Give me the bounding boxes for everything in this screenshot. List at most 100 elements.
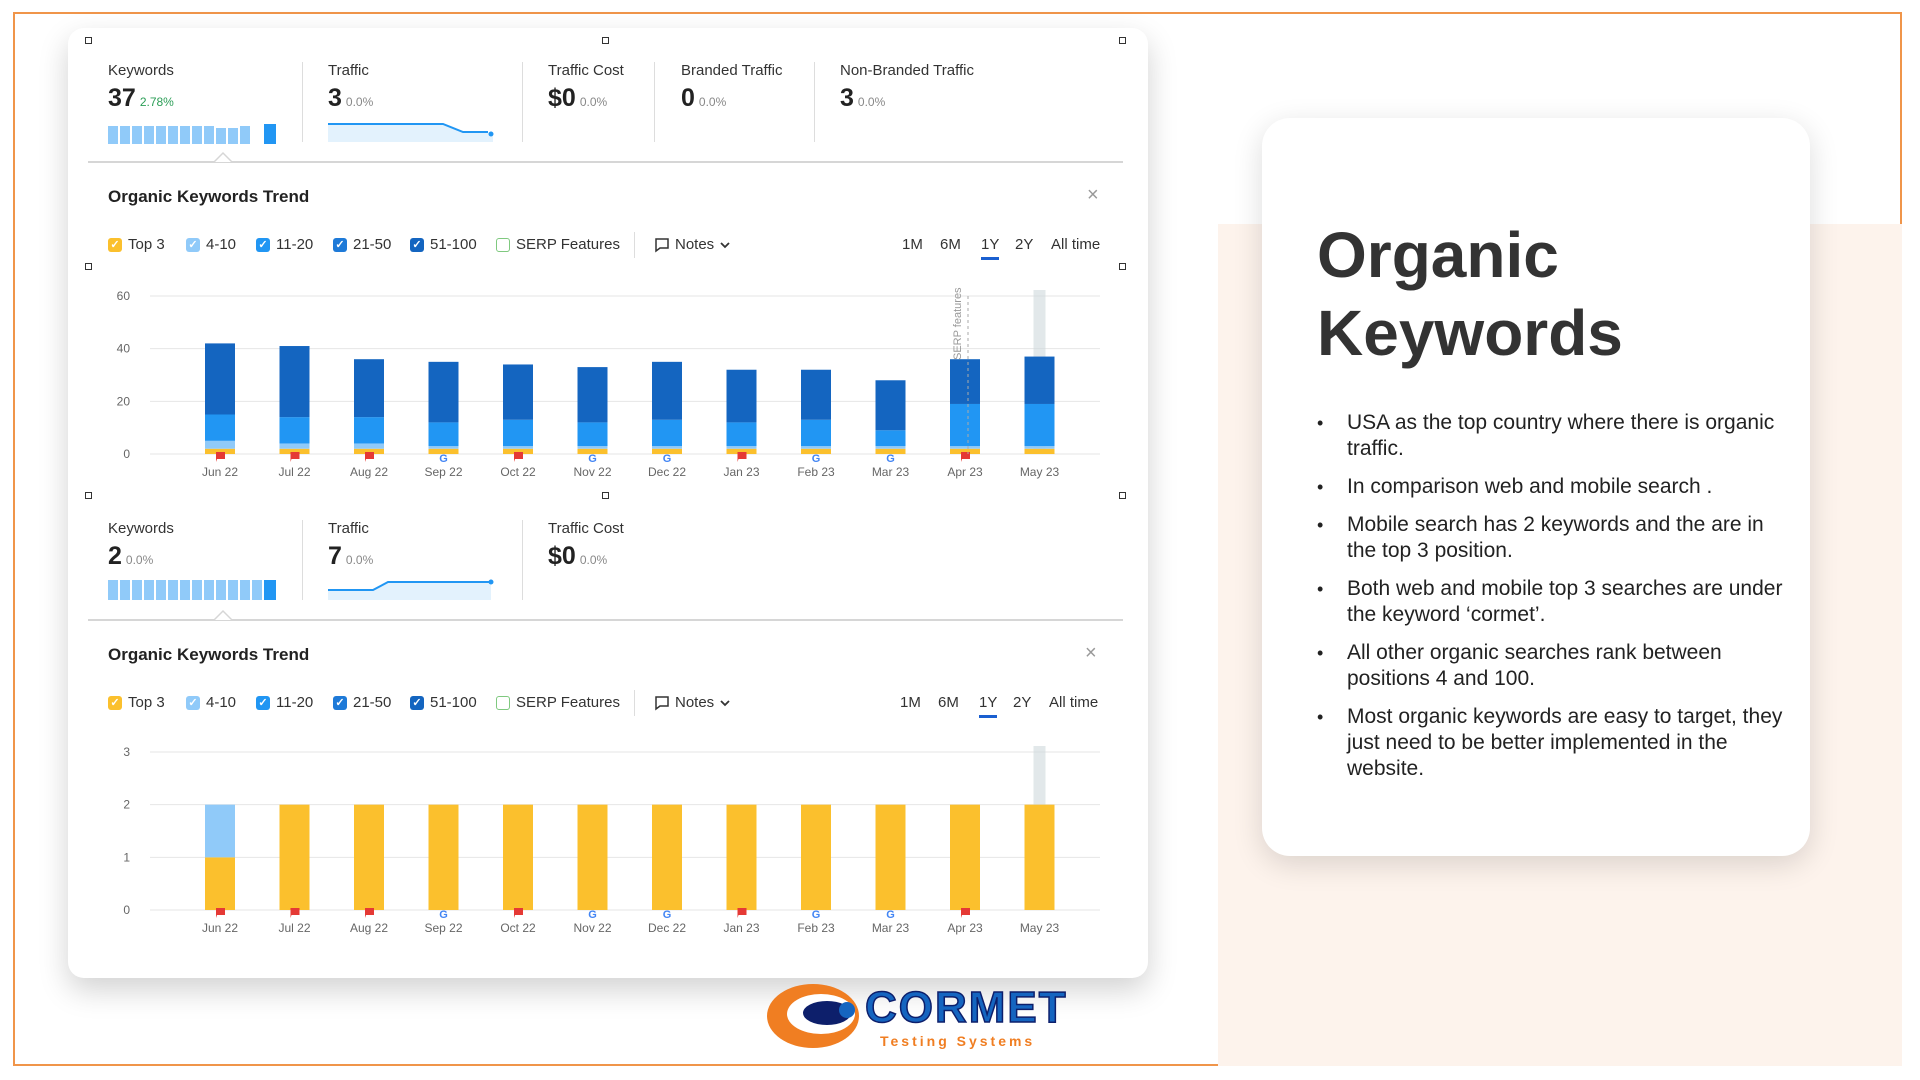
- bar-segment-top-3: [875, 448, 906, 454]
- filter-divider: [634, 690, 635, 716]
- period-1y[interactable]: 1Y: [981, 236, 1000, 260]
- checkbox-checked-icon: ✓: [108, 695, 122, 710]
- bar-segment-51-100: [205, 343, 235, 415]
- cormet-logo: CORMET Testing Systems: [767, 982, 1066, 1049]
- x-tick-label: Nov 22: [573, 921, 611, 935]
- bar-segment-top-3: [354, 448, 384, 454]
- bar-segment-4-10: [205, 440, 235, 449]
- filter-51-100[interactable]: ✓ 51-100: [410, 236, 477, 253]
- bar-segment-top-3: [503, 448, 533, 454]
- bar-segment-51-100: [726, 369, 757, 423]
- period-2y[interactable]: 2Y: [1015, 236, 1034, 253]
- bar-segment-4-10: [652, 446, 682, 449]
- flag-icon: [365, 452, 374, 462]
- filter-4-10[interactable]: ✓ 4-10: [186, 236, 236, 253]
- filter-11-20[interactable]: ✓ 11-20: [256, 694, 313, 711]
- keywords-sparkbars: [108, 580, 276, 600]
- stat-value: 37 2.78%: [108, 84, 174, 112]
- bar-segment-top-3: [577, 804, 608, 910]
- stat-divider: [522, 520, 523, 600]
- stat-label: Keywords: [108, 62, 174, 79]
- filter-4-10[interactable]: ✓ 4-10: [186, 694, 236, 711]
- stat-value: $0 0.0%: [548, 542, 608, 570]
- bar-segment-top-3: [950, 804, 980, 910]
- bar-segment-top-3: [428, 804, 459, 910]
- bar-segment-4-10: [279, 443, 310, 449]
- filter-11-20[interactable]: ✓ 11-20: [256, 236, 313, 253]
- serp-annotation-label: SERP features: [952, 287, 964, 360]
- period-6m[interactable]: 6M: [940, 236, 961, 253]
- bullet-item: Both web and mobile top 3 searches are u…: [1317, 576, 1787, 628]
- x-tick-label: Jan 23: [723, 921, 759, 935]
- bar-segment-4-10: [801, 446, 831, 449]
- stat-label: Traffic: [328, 62, 369, 79]
- period-6m[interactable]: 6M: [938, 694, 959, 711]
- bullet-item: Most organic keywords are easy to target…: [1317, 704, 1787, 782]
- selection-handle[interactable]: [602, 37, 609, 44]
- google-icon: G: [812, 453, 821, 465]
- stat-divider: [522, 62, 523, 142]
- trend-title-2: Organic Keywords Trend: [108, 645, 310, 664]
- stat-divider: [654, 62, 655, 142]
- filter-21-50[interactable]: ✓ 21-50: [333, 236, 391, 253]
- flag-icon: [216, 908, 225, 918]
- bar-segment-51-100: [652, 361, 682, 420]
- bar-segment-11-20: [279, 417, 310, 444]
- bullet-list: USA as the top country where there is or…: [1317, 410, 1787, 794]
- period-1m[interactable]: 1M: [902, 236, 923, 253]
- bar-segment-top-3: [875, 804, 906, 910]
- filter-21-50[interactable]: ✓ 21-50: [333, 694, 391, 711]
- close-icon[interactable]: ×: [1087, 184, 1099, 206]
- bar-segment-11-20: [1024, 403, 1055, 447]
- selection-handle[interactable]: [1119, 37, 1126, 44]
- selection-handle[interactable]: [85, 263, 92, 270]
- selection-handle[interactable]: [1119, 263, 1126, 270]
- bar-segment-top-3: [1024, 804, 1055, 910]
- selection-handle[interactable]: [85, 37, 92, 44]
- x-tick-label: May 23: [1020, 465, 1060, 479]
- bar-segment-51-100: [875, 380, 906, 431]
- bar-segment-top-3: [950, 448, 980, 454]
- selection-handle[interactable]: [1119, 492, 1126, 499]
- selection-handle[interactable]: [602, 492, 609, 499]
- filter-divider: [634, 232, 635, 258]
- bar-segment-top-3: [205, 857, 235, 910]
- period-all-time[interactable]: All time: [1051, 236, 1101, 253]
- x-tick-label: Mar 23: [872, 465, 910, 479]
- close-icon[interactable]: ×: [1085, 642, 1097, 664]
- period-2y[interactable]: 2Y: [1013, 694, 1032, 711]
- filter-top3[interactable]: ✓ Top 3: [108, 694, 165, 711]
- google-icon: G: [886, 909, 895, 921]
- selection-handle[interactable]: [85, 492, 92, 499]
- filter-serp-features[interactable]: SERP Features: [496, 236, 620, 253]
- trend-title-1: Organic Keywords Trend: [108, 187, 310, 206]
- google-icon: G: [439, 453, 448, 465]
- stat-label: Branded Traffic: [681, 62, 783, 79]
- stat-divider: [814, 62, 815, 142]
- x-tick-label: Aug 22: [350, 465, 388, 479]
- x-tick-label: Jun 22: [202, 921, 238, 935]
- filter-51-100[interactable]: ✓ 51-100: [410, 694, 477, 711]
- notes-dropdown[interactable]: Notes: [654, 236, 731, 253]
- period-1y[interactable]: 1Y: [979, 694, 998, 718]
- traffic-sparkline: [328, 579, 494, 600]
- x-tick-label: Jul 22: [278, 921, 310, 935]
- google-icon: G: [588, 909, 597, 921]
- google-icon: G: [886, 453, 895, 465]
- stat-divider: [302, 520, 303, 600]
- period-all-time[interactable]: All time: [1049, 694, 1099, 711]
- google-icon: G: [663, 453, 672, 465]
- y-tick-label: 1: [123, 850, 130, 864]
- x-tick-label: Feb 23: [797, 465, 835, 479]
- x-tick-label: Sep 22: [424, 921, 462, 935]
- bar-segment-4-10: [428, 446, 459, 449]
- filter-serp-features[interactable]: SERP Features: [496, 694, 620, 711]
- section-divider: [88, 619, 1123, 621]
- bar-segment-11-20: [428, 422, 459, 447]
- notes-dropdown[interactable]: Notes: [654, 694, 731, 711]
- bar-segment-4-10: [503, 446, 533, 449]
- bar-segment-4-10: [950, 446, 980, 449]
- period-1m[interactable]: 1M: [900, 694, 921, 711]
- filter-top3[interactable]: ✓ Top 3: [108, 236, 165, 253]
- active-stat-pointer: [214, 151, 232, 163]
